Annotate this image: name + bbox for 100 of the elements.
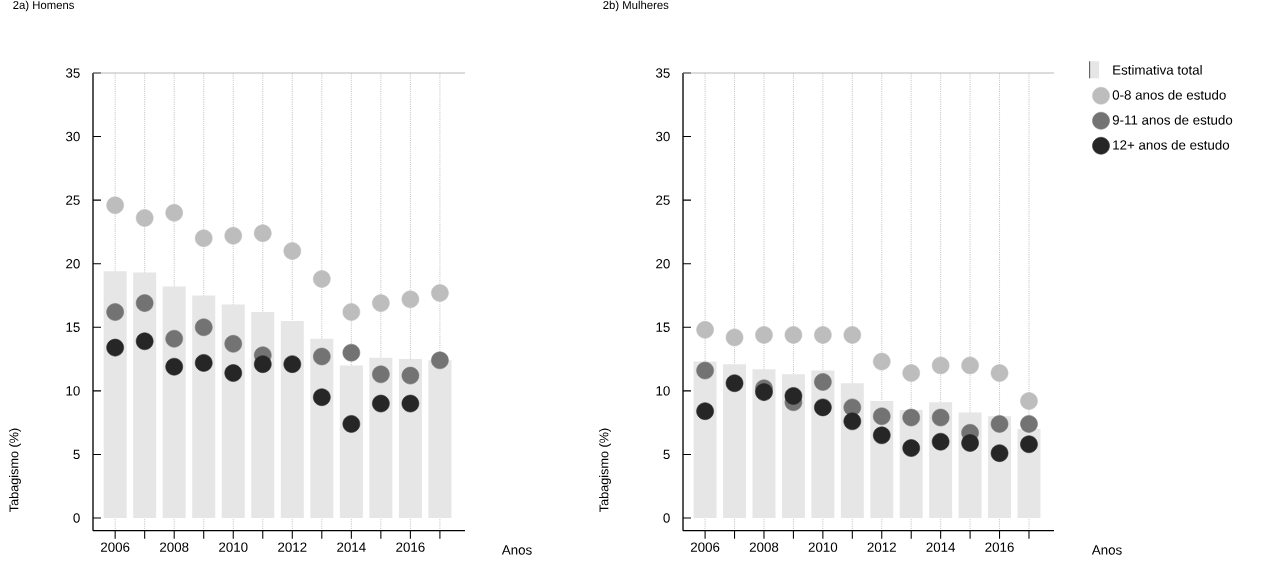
point bbox=[372, 365, 390, 384]
point bbox=[902, 439, 920, 457]
y-tick-label: 5 bbox=[73, 449, 80, 460]
point bbox=[342, 415, 361, 433]
point bbox=[165, 357, 183, 376]
point bbox=[401, 290, 420, 309]
point bbox=[931, 356, 950, 375]
point bbox=[313, 270, 331, 288]
point bbox=[696, 321, 714, 339]
y-axis-title: Tabagismo (%) bbox=[599, 428, 611, 512]
point bbox=[106, 338, 124, 357]
point bbox=[784, 387, 803, 405]
point bbox=[106, 196, 124, 214]
point bbox=[401, 366, 420, 385]
chart-title: 2a) Homens bbox=[13, 0, 75, 12]
chart-title: 2b) Mulheres bbox=[603, 0, 669, 12]
point bbox=[902, 408, 920, 427]
bar bbox=[251, 312, 275, 518]
point bbox=[342, 343, 361, 362]
point bbox=[194, 318, 213, 337]
y-tick-label: 20 bbox=[656, 259, 670, 269]
x-tick-label: 2006 bbox=[100, 542, 130, 552]
y-tick-label: 25 bbox=[66, 195, 80, 205]
point bbox=[725, 328, 744, 347]
point bbox=[165, 204, 183, 222]
point bbox=[342, 303, 361, 321]
point bbox=[135, 209, 154, 227]
point bbox=[135, 332, 154, 351]
point bbox=[253, 355, 272, 373]
bar bbox=[162, 286, 186, 518]
point bbox=[372, 394, 390, 413]
point bbox=[872, 426, 891, 445]
y-tick-label: 0 bbox=[73, 513, 80, 523]
x-axis-title: Anos bbox=[501, 545, 532, 555]
point bbox=[725, 374, 744, 392]
x-tick-label: 2008 bbox=[160, 542, 189, 552]
y-axis-title: Tabagismo (%) bbox=[9, 428, 21, 512]
point bbox=[1020, 415, 1038, 433]
x-tick-label: 2014 bbox=[337, 542, 366, 552]
y-tick-label: 30 bbox=[655, 131, 670, 142]
y-tick-label: 15 bbox=[66, 322, 80, 332]
point bbox=[784, 326, 803, 344]
bar bbox=[103, 271, 127, 518]
point bbox=[961, 434, 979, 452]
point bbox=[431, 284, 449, 302]
legend-label: Estimativa total bbox=[1113, 64, 1202, 75]
x-axis-title: Anos bbox=[1091, 545, 1122, 555]
point bbox=[902, 364, 920, 382]
point bbox=[283, 242, 302, 260]
bar bbox=[192, 295, 216, 518]
point bbox=[990, 444, 1009, 462]
point bbox=[106, 303, 124, 321]
point bbox=[313, 347, 331, 366]
y-tick-label: 25 bbox=[656, 195, 670, 205]
point bbox=[872, 352, 891, 371]
point bbox=[165, 329, 183, 348]
point bbox=[814, 398, 832, 417]
point bbox=[961, 356, 979, 375]
point bbox=[931, 408, 950, 427]
bar bbox=[723, 364, 747, 518]
point bbox=[696, 402, 714, 420]
point bbox=[224, 226, 243, 245]
x-tick-label: 2012 bbox=[867, 542, 896, 552]
point bbox=[872, 407, 891, 426]
x-tick-label: 2016 bbox=[396, 542, 425, 552]
y-tick-label: 10 bbox=[656, 386, 670, 396]
y-tick-label: 20 bbox=[66, 259, 80, 269]
point bbox=[194, 229, 213, 248]
point bbox=[194, 354, 213, 372]
point bbox=[372, 294, 390, 312]
point bbox=[931, 432, 950, 451]
x-tick-label: 2010 bbox=[808, 542, 838, 552]
x-tick-label: 2006 bbox=[690, 542, 720, 552]
point bbox=[224, 335, 243, 353]
point bbox=[283, 355, 302, 373]
x-tick-label: 2016 bbox=[985, 542, 1014, 552]
y-tick-label: 15 bbox=[656, 322, 670, 332]
point bbox=[401, 394, 420, 413]
point bbox=[1020, 435, 1038, 454]
point bbox=[696, 361, 714, 380]
point bbox=[843, 326, 862, 344]
point bbox=[1020, 392, 1038, 410]
y-tick-label: 10 bbox=[66, 386, 80, 396]
y-tick-label: 5 bbox=[663, 449, 670, 460]
bar bbox=[752, 369, 776, 518]
point bbox=[814, 326, 832, 344]
point bbox=[814, 373, 832, 391]
x-tick-label: 2008 bbox=[749, 542, 779, 552]
point bbox=[135, 294, 154, 312]
point bbox=[755, 383, 773, 401]
y-tick-label: 30 bbox=[65, 131, 80, 142]
point bbox=[224, 364, 243, 382]
point bbox=[313, 388, 331, 406]
legend-label: 0-8 anos de estudo bbox=[1112, 89, 1226, 100]
point bbox=[990, 364, 1009, 382]
point bbox=[843, 412, 862, 431]
bar bbox=[339, 365, 363, 518]
bar bbox=[280, 320, 304, 518]
point bbox=[990, 415, 1009, 433]
x-tick-label: 2012 bbox=[278, 542, 307, 552]
